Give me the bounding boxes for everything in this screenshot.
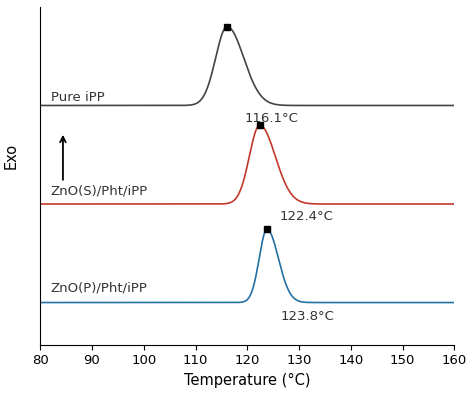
Text: 123.8°C: 123.8°C: [281, 310, 335, 323]
Text: ZnO(S)/Pht/iPP: ZnO(S)/Pht/iPP: [51, 185, 148, 198]
Text: Pure iPP: Pure iPP: [51, 90, 104, 103]
Text: Exo: Exo: [4, 143, 18, 169]
Text: 116.1°C: 116.1°C: [245, 112, 299, 125]
Text: ZnO(P)/Pht/iPP: ZnO(P)/Pht/iPP: [51, 282, 147, 295]
Text: 122.4°C: 122.4°C: [279, 210, 333, 223]
X-axis label: Temperature (°C): Temperature (°C): [184, 373, 310, 388]
